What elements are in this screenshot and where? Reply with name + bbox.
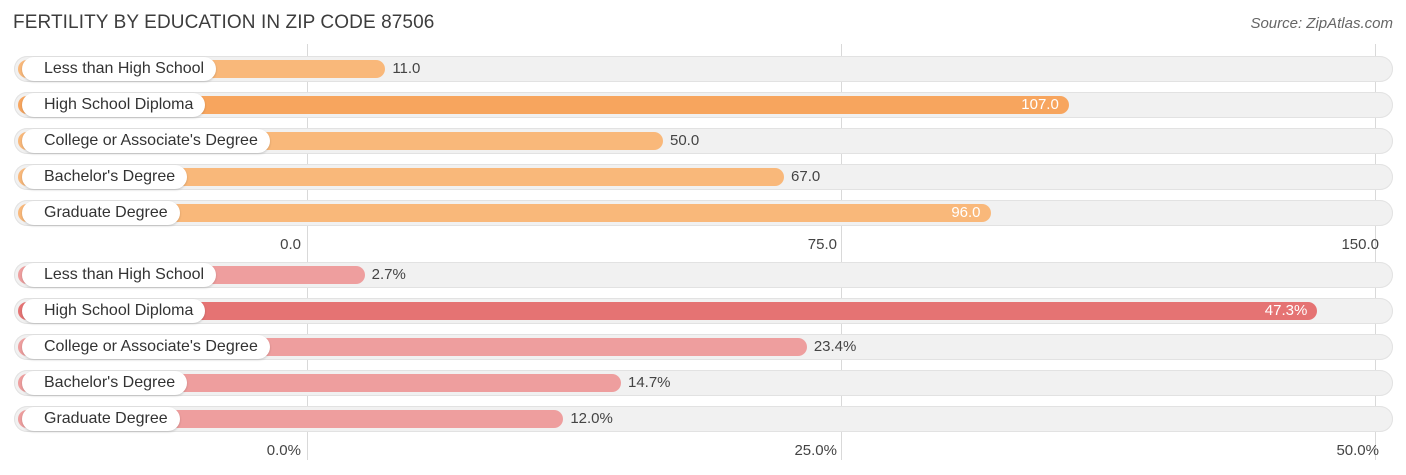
tick-label: 150.0 [1341, 236, 1379, 253]
tick-label: 0.0 [280, 236, 301, 253]
bar [18, 96, 1069, 114]
value-label: 96.0 [951, 204, 981, 221]
category-label: Graduate Degree [22, 407, 180, 431]
tick-label: 25.0% [794, 442, 837, 459]
bar [18, 204, 991, 222]
category-label: Bachelor's Degree [22, 165, 188, 189]
bar [18, 302, 1318, 320]
value-label: 67.0 [791, 168, 821, 185]
category-label: College or Associate's Degree [22, 129, 270, 153]
value-label: 14.7% [627, 374, 671, 391]
category-label: High School Diploma [22, 299, 206, 323]
tick-label: 75.0 [807, 236, 837, 253]
category-label: Graduate Degree [22, 201, 180, 225]
value-label: 2.7% [371, 266, 406, 283]
value-label: 47.3% [1264, 302, 1308, 319]
value-label: 23.4% [813, 338, 857, 355]
value-label: 50.0 [670, 132, 700, 149]
value-label: 11.0 [392, 60, 421, 77]
category-label: Less than High School [22, 57, 217, 81]
value-label: 12.0% [570, 410, 613, 427]
category-label: College or Associate's Degree [22, 335, 270, 359]
category-label: Bachelor's Degree [22, 371, 188, 395]
chart-title: FERTILITY BY EDUCATION IN ZIP CODE 87506 [13, 12, 435, 33]
tick-label: 0.0% [266, 442, 301, 459]
category-label: High School Diploma [22, 93, 206, 117]
bar [18, 168, 785, 186]
tick-label: 50.0% [1336, 442, 1379, 459]
category-label: Less than High School [22, 263, 217, 287]
value-label: 107.0 [1021, 96, 1059, 113]
source-credit: Source: ZipAtlas.com [1250, 15, 1393, 32]
